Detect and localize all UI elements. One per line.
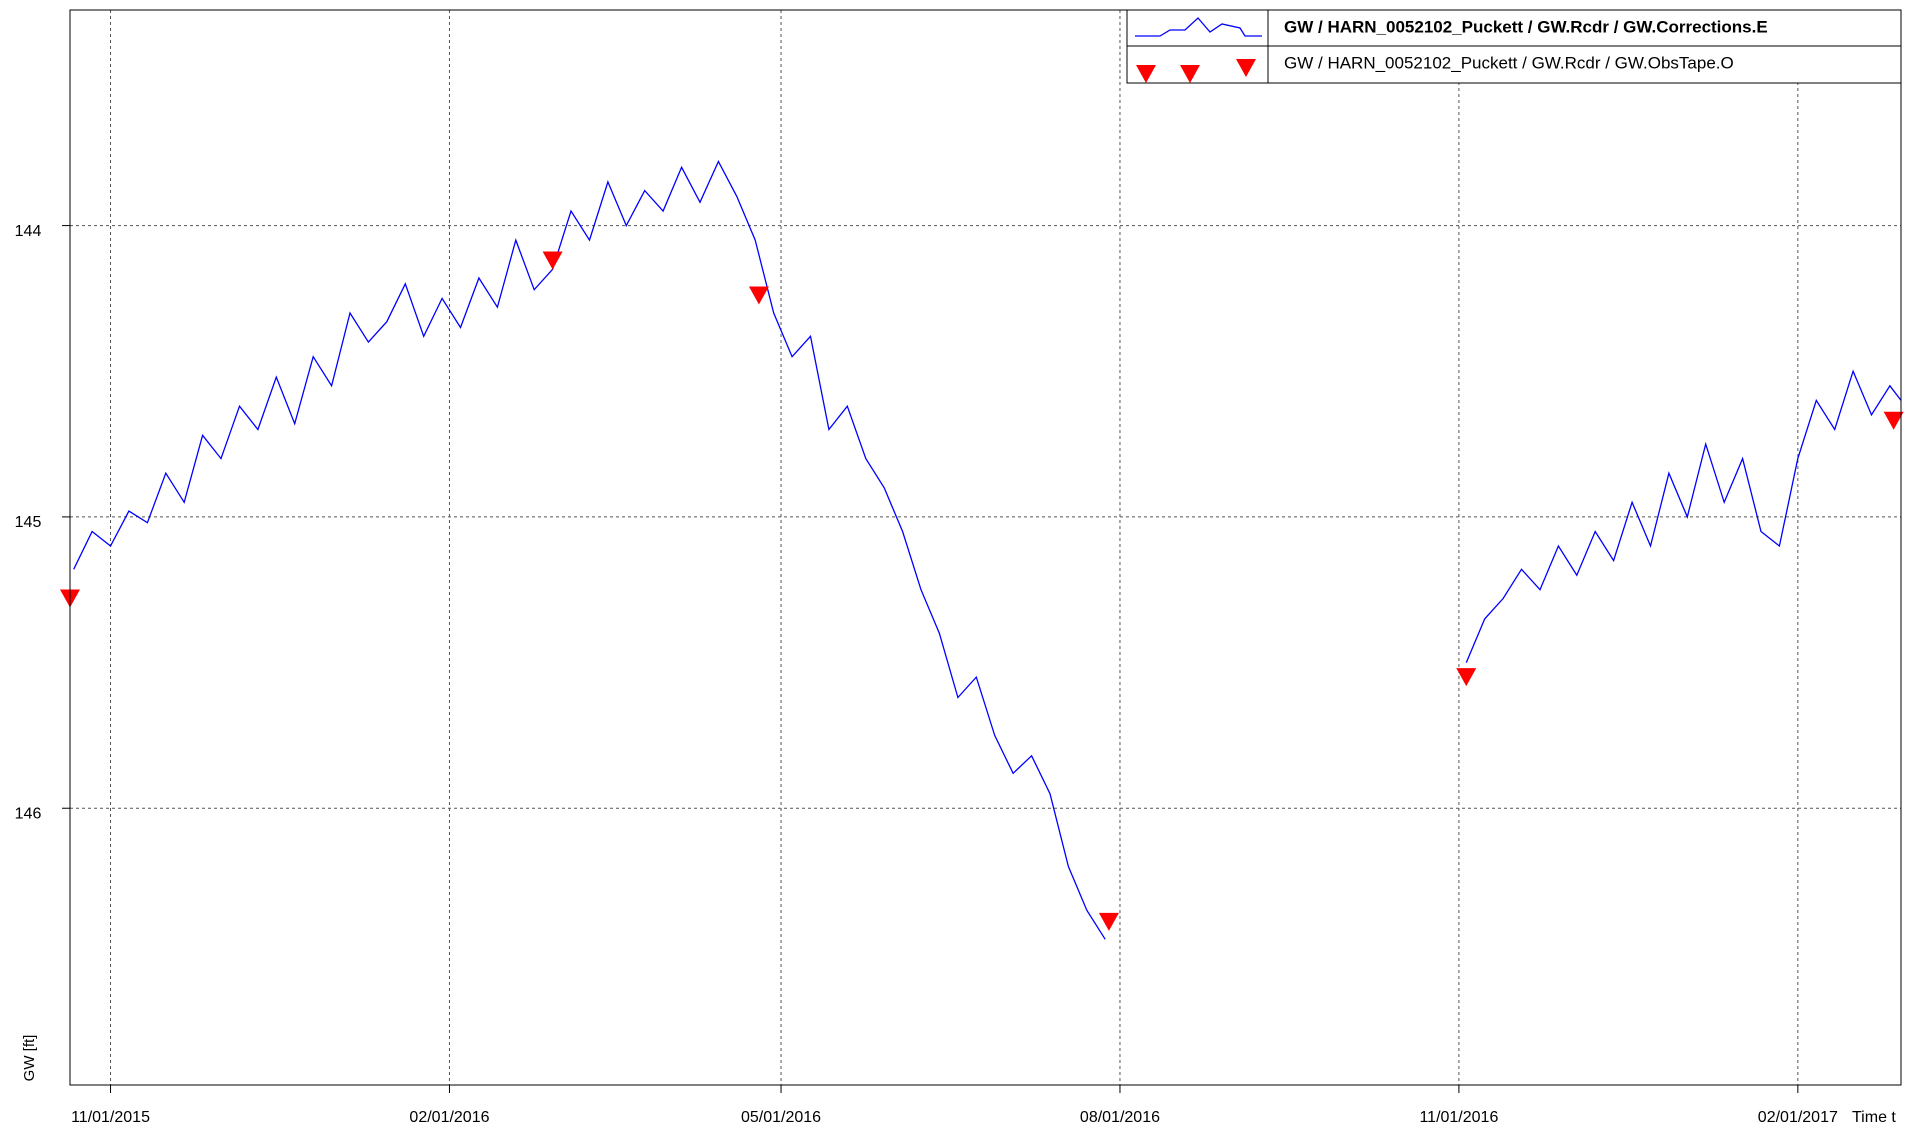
legend-swatch <box>1136 65 1156 83</box>
legend-swatch <box>1236 59 1256 77</box>
x-tick-label: 08/01/2016 <box>1080 1109 1160 1126</box>
legend-label: GW / HARN_0052102_Puckett / GW.Rcdr / GW… <box>1284 53 1734 72</box>
x-tick-label: 11/01/2016 <box>1419 1109 1498 1126</box>
series-line <box>73 160 1902 940</box>
legend-swatch <box>1135 17 1262 37</box>
obs-marker <box>748 286 769 305</box>
x-tick-label: 05/01/2016 <box>741 1109 821 1126</box>
y-tick-label: 145 <box>15 514 42 531</box>
plot-frame <box>69 9 1902 1086</box>
x-tick-label: 02/01/2016 <box>409 1109 489 1126</box>
obs-marker <box>1456 668 1477 687</box>
data <box>60 160 1904 940</box>
obs-marker <box>1883 411 1904 430</box>
y-tick-label: 146 <box>15 805 42 822</box>
x-tick-label: 02/01/2017 <box>1758 1109 1838 1126</box>
y-axis-label: GW [ft] <box>21 1035 38 1082</box>
x-tick-label: 11/01/2015 <box>71 1109 150 1126</box>
grid <box>62 10 1901 1093</box>
obs-marker <box>542 251 563 270</box>
legend-label: GW / HARN_0052102_Puckett / GW.Rcdr / GW… <box>1284 17 1768 36</box>
x-axis-label: Time t <box>1852 1109 1896 1126</box>
legend-swatch <box>1180 65 1200 83</box>
y-tick-label: 144 <box>15 223 42 240</box>
legend: GW / HARN_0052102_Puckett / GW.Rcdr / GW… <box>1126 9 1902 84</box>
obs-marker <box>1098 912 1119 931</box>
